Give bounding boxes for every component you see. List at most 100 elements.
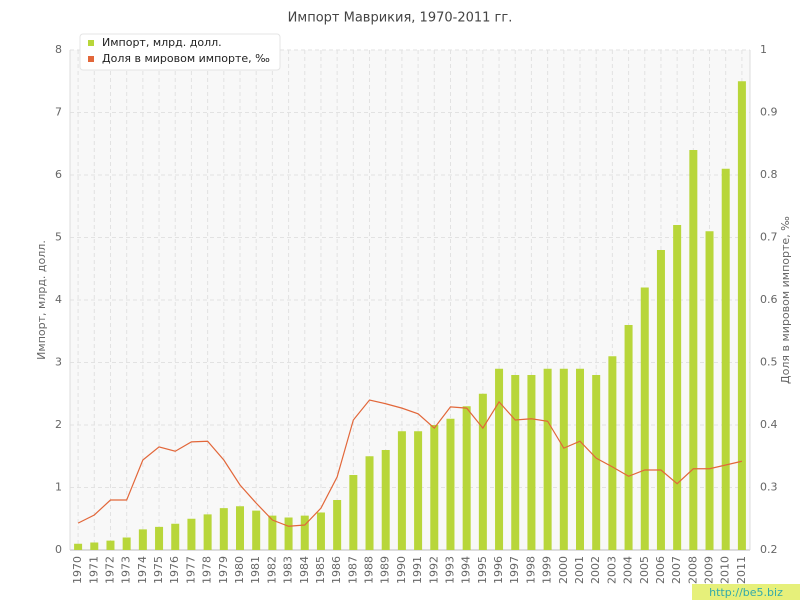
y-tick-label: 4 <box>55 293 62 306</box>
x-tick-label: 1971 <box>87 556 100 584</box>
x-tick-label: 2011 <box>735 556 748 584</box>
x-tick-label: 1997 <box>508 556 521 584</box>
x-tick-label: 1974 <box>136 556 149 584</box>
x-tick-label: 1977 <box>184 556 197 584</box>
legend-label: Импорт, млрд. долл. <box>102 36 222 49</box>
bar <box>155 526 164 550</box>
x-tick-label: 2006 <box>654 556 667 584</box>
bar <box>381 450 390 550</box>
x-tick-label: 1973 <box>120 556 133 584</box>
x-tick-label: 1991 <box>411 556 424 584</box>
x-tick-label: 1990 <box>395 556 408 584</box>
bar <box>268 515 277 550</box>
bar <box>122 537 131 550</box>
x-tick-label: 1972 <box>103 556 116 584</box>
bar <box>608 356 617 550</box>
y2-tick-label: 0.8 <box>760 168 778 181</box>
bar <box>74 543 83 550</box>
x-tick-label: 1987 <box>346 556 359 584</box>
x-tick-label: 1994 <box>460 556 473 584</box>
bar <box>446 418 455 550</box>
bar <box>365 456 374 550</box>
y-tick-label: 8 <box>55 43 62 56</box>
bar <box>559 368 568 550</box>
x-tick-label: 2001 <box>573 556 586 584</box>
x-tick-label: 1983 <box>282 556 295 584</box>
x-tick-label: 1988 <box>363 556 376 584</box>
bar <box>673 225 682 550</box>
x-tick-label: 1981 <box>249 556 262 584</box>
x-tick-label: 1986 <box>330 556 343 584</box>
bar <box>300 515 309 550</box>
bar <box>414 431 423 550</box>
x-tick-label: 2005 <box>638 556 651 584</box>
x-tick-label: 1993 <box>443 556 456 584</box>
x-tick-label: 1995 <box>476 556 489 584</box>
bar <box>511 375 520 550</box>
x-tick-label: 1984 <box>298 556 311 584</box>
bar <box>543 368 552 550</box>
legend-swatch <box>88 56 94 62</box>
x-tick-label: 1982 <box>265 556 278 584</box>
x-tick-label: 1978 <box>201 556 214 584</box>
bar <box>349 475 358 550</box>
x-tick-label: 2000 <box>557 556 570 584</box>
x-tick-label: 2008 <box>686 556 699 584</box>
y-tick-label: 0 <box>55 543 62 556</box>
bar <box>430 425 439 550</box>
y-axis-label: Импорт, млрд. долл. <box>35 240 48 360</box>
legend-box <box>79 33 281 71</box>
bar <box>640 287 649 550</box>
y-tick-label: 6 <box>55 168 62 181</box>
bar <box>106 540 115 550</box>
bar <box>592 375 601 550</box>
bar <box>495 368 504 550</box>
x-tick-label: 2004 <box>622 556 635 584</box>
bar <box>462 406 471 550</box>
y2-tick-label: 0.9 <box>760 106 778 119</box>
bar <box>527 375 536 550</box>
x-tick-label: 2010 <box>719 556 732 584</box>
x-tick-label: 2009 <box>703 556 716 584</box>
y-tick-label: 1 <box>55 481 62 494</box>
watermark-bg <box>692 584 800 600</box>
x-tick-label: 1979 <box>217 556 230 584</box>
y2-tick-label: 1 <box>760 43 767 56</box>
bar <box>721 168 730 550</box>
bar <box>316 512 325 550</box>
x-tick-label: 1975 <box>152 556 165 584</box>
x-tick-label: 1989 <box>379 556 392 584</box>
line <box>77 399 743 527</box>
y2-tick-label: 0.4 <box>760 418 778 431</box>
bar <box>624 325 633 550</box>
bar <box>333 500 342 550</box>
x-tick-label: 2007 <box>670 556 683 584</box>
x-tick-label: 2002 <box>589 556 602 584</box>
x-tick-label: 1970 <box>71 556 84 584</box>
bar <box>203 514 212 550</box>
bar <box>219 508 228 550</box>
x-tick-label: 1980 <box>233 556 246 584</box>
y-tick-label: 5 <box>55 231 62 244</box>
x-tick-label: 1998 <box>524 556 537 584</box>
y-tick-label: 3 <box>55 356 62 369</box>
x-tick-label: 1985 <box>314 556 327 584</box>
bar <box>576 368 584 550</box>
bar <box>236 506 244 550</box>
watermark: http://be5.biz <box>709 586 783 599</box>
y2-tick-label: 0.3 <box>760 481 778 494</box>
bar <box>656 250 665 550</box>
bar <box>689 150 698 550</box>
x-tick-label: 1976 <box>168 556 181 584</box>
bar <box>737 81 746 550</box>
bar <box>138 529 147 550</box>
bar <box>252 510 261 550</box>
bar <box>284 517 293 550</box>
legend-label: Доля в мировом импорте, ‰ <box>102 52 270 65</box>
bar <box>187 518 196 550</box>
x-tick-label: 1999 <box>541 556 554 584</box>
y-tick-label: 2 <box>55 418 62 431</box>
bar <box>397 431 406 550</box>
legend: Импорт, млрд. долл. Доля в мировом импорт… <box>79 33 281 71</box>
